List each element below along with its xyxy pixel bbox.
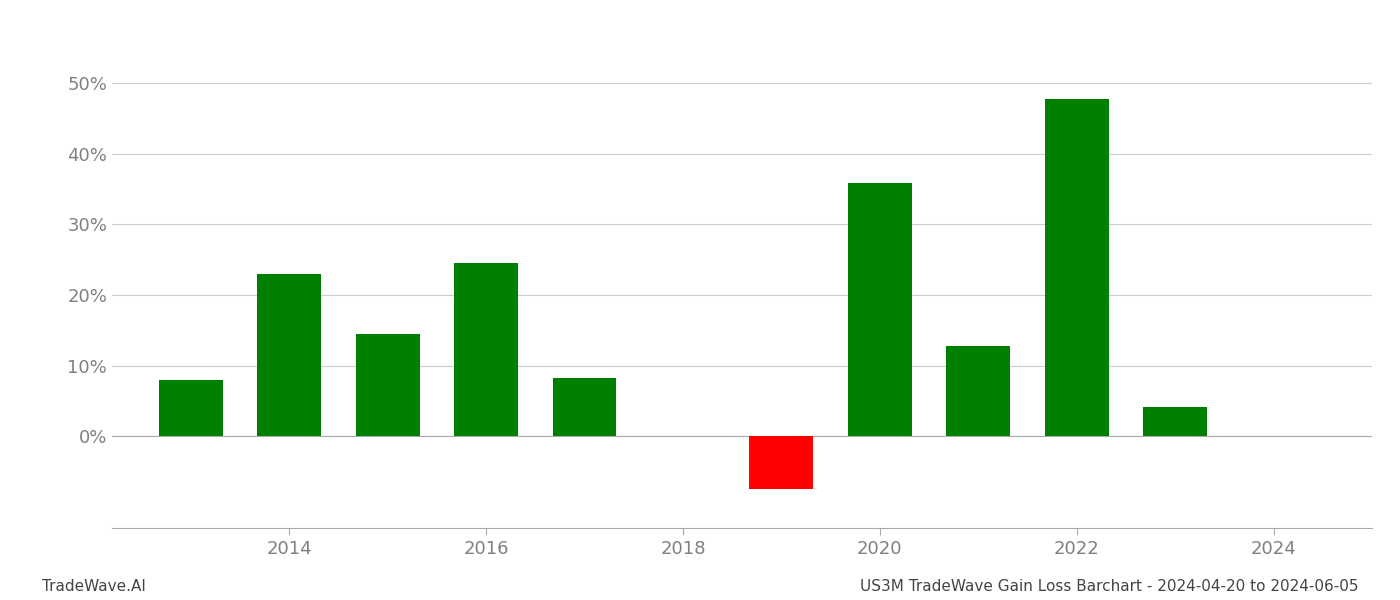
Bar (258, 274, 321, 436)
Bar (553, 378, 616, 436)
Bar (946, 346, 1011, 436)
Bar (749, 436, 813, 489)
Bar (454, 263, 518, 436)
Text: US3M TradeWave Gain Loss Barchart - 2024-04-20 to 2024-06-05: US3M TradeWave Gain Loss Barchart - 2024… (860, 579, 1358, 594)
Bar (1144, 407, 1207, 436)
Bar (356, 334, 420, 436)
Bar (848, 183, 911, 436)
Text: TradeWave.AI: TradeWave.AI (42, 579, 146, 594)
Bar (1044, 98, 1109, 436)
Bar (158, 380, 223, 436)
